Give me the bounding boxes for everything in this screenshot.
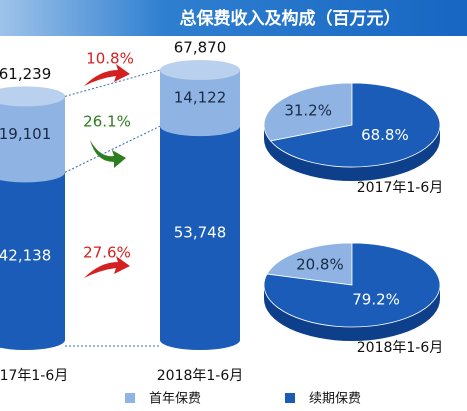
cylinder-segment bbox=[160, 70, 240, 137]
cylinder-top bbox=[0, 86, 65, 107]
connector bbox=[64, 125, 161, 173]
pie-slice bbox=[263, 242, 441, 328]
cylinder-top bbox=[160, 60, 240, 80]
category-label: 2017年1-6月 bbox=[0, 368, 68, 384]
pie-slice bbox=[263, 82, 353, 142]
legend-swatch bbox=[285, 393, 295, 403]
arrow bbox=[84, 64, 130, 86]
title-bar bbox=[0, 0, 467, 36]
pie-value-label: 31.2% bbox=[284, 101, 332, 119]
pie-value-label: 20.8% bbox=[296, 255, 344, 273]
category-label: 2018年1-6月 bbox=[157, 368, 244, 384]
cylinder-segment bbox=[160, 126, 240, 350]
arrow bbox=[84, 256, 130, 278]
legend-swatch bbox=[125, 393, 135, 403]
pie-value-label: 79.2% bbox=[352, 291, 400, 309]
total-label: 61,239 bbox=[0, 65, 51, 83]
pie-value-label: 68.8% bbox=[361, 126, 409, 144]
arrow bbox=[90, 140, 126, 168]
value-label: 42,138 bbox=[0, 247, 51, 265]
pie-slice bbox=[266, 242, 353, 286]
chart-title: 总保费收入及构成（百万元） bbox=[180, 8, 401, 29]
value-label: 14,122 bbox=[174, 89, 227, 107]
pie-label: 2017年1-6月 bbox=[357, 180, 444, 196]
value-label: 19,101 bbox=[0, 125, 51, 143]
cylinder-segment bbox=[0, 96, 65, 183]
pie-label: 2018年1-6月 bbox=[357, 340, 444, 356]
total-label: 67,870 bbox=[174, 39, 227, 57]
growth-label: 26.1% bbox=[83, 113, 131, 131]
legend-label: 首年保费 bbox=[149, 392, 201, 407]
value-label: 53,748 bbox=[174, 224, 227, 242]
connector bbox=[64, 69, 161, 97]
pie-slice bbox=[269, 82, 441, 168]
cylinder-segment bbox=[0, 172, 65, 350]
growth-label: 10.8% bbox=[86, 50, 134, 68]
legend-label: 续期保费 bbox=[309, 392, 361, 407]
growth-label: 27.6% bbox=[83, 244, 131, 262]
